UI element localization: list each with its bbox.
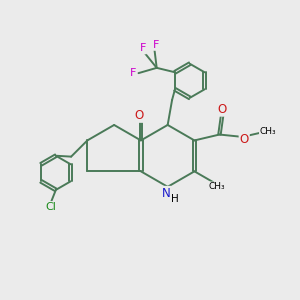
Text: Cl: Cl <box>45 202 56 212</box>
Text: N: N <box>162 187 171 200</box>
Text: F: F <box>130 68 136 78</box>
Text: H: H <box>171 194 179 204</box>
Text: CH₃: CH₃ <box>260 127 276 136</box>
Text: O: O <box>240 133 249 146</box>
Text: CH₃: CH₃ <box>209 182 225 191</box>
Text: O: O <box>218 103 227 116</box>
Text: F: F <box>140 44 146 53</box>
Text: O: O <box>135 109 144 122</box>
Text: F: F <box>153 40 159 50</box>
